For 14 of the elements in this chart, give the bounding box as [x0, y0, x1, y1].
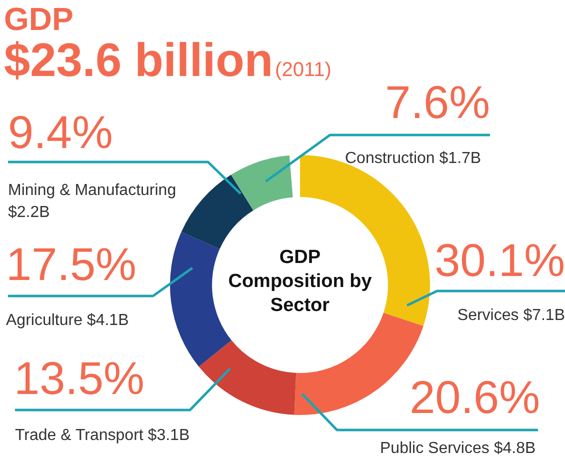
data-label: 17.5%	[6, 238, 136, 290]
text: GDP Composition by Sector	[228, 247, 372, 316]
data-label: 30.1%	[434, 234, 565, 286]
data-label: 20.6%	[410, 371, 540, 423]
data-label: 9.4%	[8, 106, 113, 158]
slice-label: Mining & Manufacturing $2.2B	[8, 182, 176, 221]
data-label: 13.5%	[14, 352, 144, 404]
text: (2011)	[275, 59, 332, 81]
slice-label: Public Services $4.8B	[380, 440, 536, 457]
data-label: 7.6%	[385, 76, 490, 128]
slice-label: Construction $1.7B	[345, 150, 482, 167]
slice-label: Trade & Transport $3.1B	[15, 427, 190, 444]
slice-label: Services $7.1B	[457, 307, 565, 324]
slice-label: Agriculture $4.1B	[6, 312, 129, 329]
